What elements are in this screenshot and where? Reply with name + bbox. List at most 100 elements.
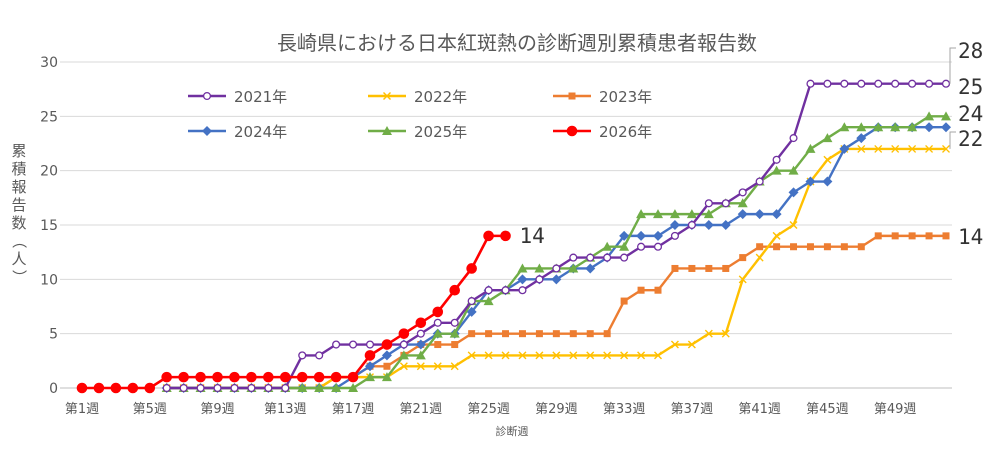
end-label-2025: 25 — [958, 75, 983, 99]
data-point — [483, 230, 494, 242]
data-point — [602, 241, 613, 251]
data-point — [349, 340, 358, 349]
data-point — [552, 264, 561, 273]
data-point — [432, 306, 444, 318]
marker-stroke — [738, 275, 747, 284]
data-point — [502, 330, 510, 338]
data-point — [263, 371, 274, 383]
marker-stroke — [755, 253, 764, 262]
legend-entry: 2024年 — [188, 123, 287, 141]
data-point — [127, 382, 139, 394]
y-axis-title-char: 報 — [11, 178, 26, 196]
data-point — [773, 243, 781, 251]
data-point — [365, 372, 375, 382]
data-point — [942, 144, 950, 153]
x-tick-label: 第25週 — [467, 402, 510, 417]
data-point — [246, 371, 257, 383]
marker-stroke — [383, 92, 391, 100]
data-point — [279, 371, 291, 383]
marker-stroke — [857, 144, 866, 153]
data-point — [348, 383, 359, 392]
series-2026年 — [76, 230, 511, 394]
data-point — [501, 286, 510, 295]
marker-stroke — [721, 329, 730, 338]
data-point — [636, 209, 647, 219]
leader-line — [949, 131, 956, 149]
data-point — [924, 122, 935, 133]
marker-stroke — [925, 144, 934, 153]
legend-entry: 2023年 — [553, 88, 652, 106]
data-point — [772, 155, 781, 164]
data-point — [569, 330, 577, 338]
data-point — [654, 351, 662, 360]
data-point — [890, 122, 901, 132]
marker-stroke — [416, 362, 425, 371]
data-point — [669, 209, 680, 219]
data-point — [874, 79, 883, 88]
legend-marker — [568, 92, 576, 100]
data-point — [839, 143, 850, 154]
data-point — [705, 264, 713, 272]
data-point — [891, 144, 900, 153]
data-point — [942, 232, 950, 240]
legend-entry: 2026年 — [553, 123, 652, 141]
series-layer — [76, 79, 951, 394]
data-point — [738, 188, 747, 197]
data-point — [925, 232, 933, 240]
data-point — [162, 383, 171, 393]
data-point — [772, 231, 781, 240]
data-point — [500, 230, 511, 242]
data-point — [788, 187, 799, 198]
data-point — [925, 79, 934, 88]
data-point — [415, 339, 426, 350]
data-point — [434, 341, 442, 349]
x-tick-label: 第29週 — [535, 402, 578, 417]
data-point — [179, 383, 188, 393]
legend-label: 2022年 — [414, 88, 467, 106]
marker-stroke — [518, 351, 527, 360]
data-point — [771, 165, 782, 175]
data-point — [620, 297, 628, 305]
data-point — [247, 383, 256, 393]
data-point — [332, 340, 341, 349]
marker-stroke — [942, 144, 950, 153]
end-label-2023: 14 — [958, 225, 983, 249]
data-point — [703, 209, 714, 219]
axes: 0 5 10 15 20 25 30 第1週 第5週 第9週 第13週 第17週 第21週 第25週 第29… — [40, 55, 952, 417]
data-point — [874, 232, 882, 240]
marker-stroke — [501, 351, 510, 360]
data-point — [399, 362, 408, 371]
data-point — [603, 253, 612, 262]
end-label-2026: 14 — [520, 224, 545, 248]
marker-stroke — [535, 351, 544, 360]
legend-entry: 2025年 — [368, 123, 467, 141]
data-point — [823, 79, 832, 88]
data-point — [569, 253, 578, 262]
data-point — [281, 383, 290, 393]
data-point — [857, 243, 865, 251]
legend-label: 2025年 — [414, 123, 467, 141]
data-point — [941, 111, 951, 121]
data-point — [908, 79, 917, 88]
legend-label: 2024年 — [234, 123, 287, 141]
data-point — [840, 243, 848, 251]
legend-marker — [383, 92, 391, 100]
data-point — [756, 243, 764, 251]
x-tick-label: 第13週 — [264, 402, 307, 417]
data-point — [653, 242, 663, 251]
data-point — [415, 317, 427, 329]
data-point — [586, 330, 594, 338]
data-point — [449, 284, 461, 296]
marker-stroke — [789, 221, 798, 229]
data-point — [637, 286, 645, 294]
marker-stroke — [467, 351, 476, 360]
marker-stroke — [704, 329, 713, 338]
data-point — [619, 241, 630, 251]
data-point — [230, 383, 239, 393]
data-point — [483, 296, 494, 306]
data-point — [585, 263, 596, 274]
data-point — [669, 220, 680, 230]
data-point — [941, 79, 951, 88]
legend-marker — [202, 126, 212, 136]
data-point — [857, 144, 866, 153]
